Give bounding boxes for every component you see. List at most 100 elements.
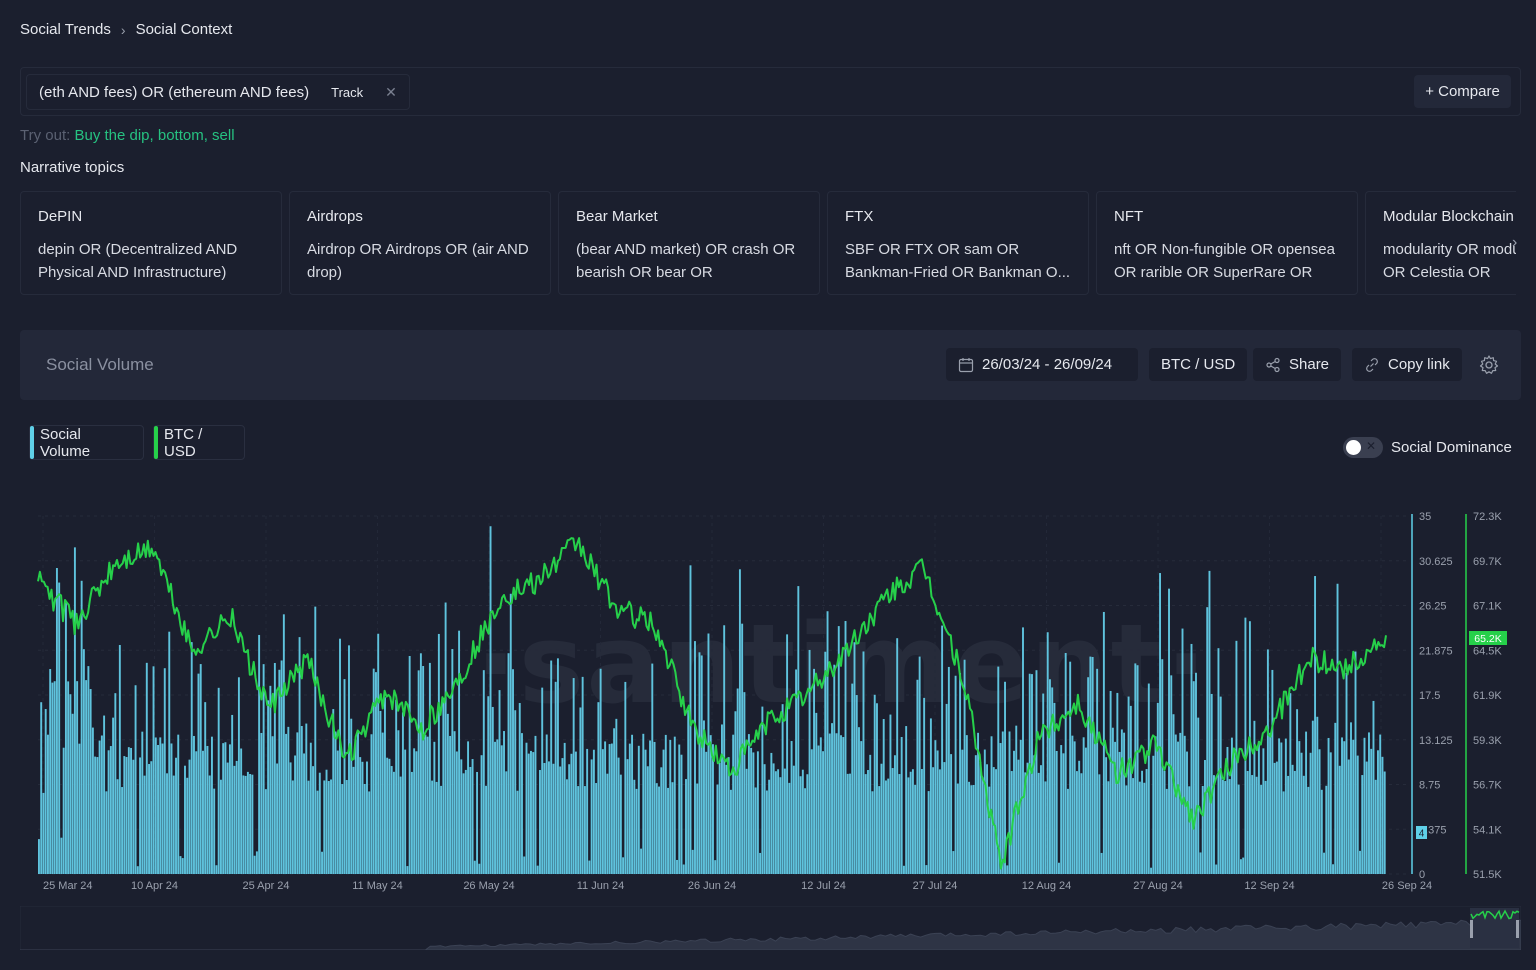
compare-button[interactable]: + Compare xyxy=(1414,75,1511,108)
social-volume-bar xyxy=(390,766,393,874)
social-dominance-label: Social Dominance xyxy=(1391,439,1512,456)
social-volume-bar xyxy=(662,749,665,874)
social-volume-bar xyxy=(399,776,402,874)
social-volume-bar xyxy=(300,726,303,874)
topic-card-bear-market[interactable]: Bear Market (bear AND market) OR crash O… xyxy=(558,191,820,295)
social-volume-bar xyxy=(1156,702,1159,874)
social-volume-bar xyxy=(408,656,411,874)
pair-label: BTC / USD xyxy=(1161,356,1236,373)
social-volume-bar xyxy=(786,634,789,874)
social-volume-bar xyxy=(78,743,81,874)
navigator-right-handle[interactable] xyxy=(1516,920,1519,938)
social-volume-bar xyxy=(1145,769,1148,874)
social-volume-bar xyxy=(806,774,809,874)
social-volume-bar xyxy=(157,744,159,874)
social-volume-bar xyxy=(1228,779,1231,874)
social-volume-bar xyxy=(523,856,526,874)
social-volume-bar xyxy=(38,839,40,874)
share-button[interactable]: Share xyxy=(1253,348,1342,381)
social-volume-bar xyxy=(1354,651,1357,874)
social-volume-bar xyxy=(1233,748,1236,874)
social-volume-bar xyxy=(246,771,249,874)
topic-card-ftx[interactable]: FTX SBF OR FTX OR sam OR Bankman-Fried O… xyxy=(827,191,1089,295)
metric-chip-btc-usd[interactable]: BTC / USD xyxy=(153,425,245,460)
date-range-button[interactable]: 26/03/24 - 26/09/24 xyxy=(946,348,1138,381)
social-volume-bar xyxy=(1033,755,1036,874)
social-volume-bar xyxy=(849,773,851,874)
query-chip[interactable]: (eth AND fees) OR (ethereum AND fees) Tr… xyxy=(26,74,410,110)
topic-card-nft[interactable]: NFT nft OR Non-fungible OR opensea OR ra… xyxy=(1096,191,1358,295)
breadcrumb-social-trends[interactable]: Social Trends xyxy=(20,21,111,38)
navigator-left-handle[interactable] xyxy=(1470,920,1473,938)
social-volume-bar xyxy=(1098,774,1101,874)
social-volume-bar xyxy=(736,688,739,874)
social-volume-bar xyxy=(891,768,894,874)
social-volume-bar xyxy=(132,759,135,874)
social-volume-chart[interactable]: 3530.62526.2521.87517.513.1258.754.3750 … xyxy=(0,500,1536,900)
social-volume-bar xyxy=(496,739,499,874)
social-volume-bar xyxy=(1022,627,1024,874)
social-volume-bar xyxy=(1118,751,1121,874)
social-volume-bar xyxy=(1163,770,1166,874)
social-volume-bar xyxy=(880,763,883,874)
topic-card-modular-blockchain[interactable]: Modular Blockchain modularity OR modular… xyxy=(1365,191,1516,295)
try-out-label: Try out: xyxy=(20,127,71,144)
topic-query: modularity OR modular OR fuel OR Celesti… xyxy=(1383,241,1516,281)
social-volume-bar xyxy=(819,737,822,874)
social-volume-bar xyxy=(539,770,541,874)
copy-link-button[interactable]: Copy link xyxy=(1352,348,1462,381)
social-volume-bar xyxy=(163,668,166,874)
social-volume-bar xyxy=(1210,693,1213,874)
topic-card-airdrops[interactable]: Airdrops Airdrop OR Airdrops OR (air AND… xyxy=(289,191,551,295)
social-volume-bar xyxy=(478,863,481,874)
social-volume-bar xyxy=(938,769,941,874)
track-button[interactable]: Track xyxy=(331,84,364,100)
pair-button[interactable]: BTC / USD xyxy=(1149,348,1248,381)
social-volume-bar xyxy=(431,780,434,874)
social-volume-bar xyxy=(1266,649,1269,874)
social-volume-bar xyxy=(597,702,600,874)
social-volume-bar xyxy=(341,784,344,874)
social-volume-bar xyxy=(260,732,263,874)
search-bar[interactable] xyxy=(20,67,1521,116)
gear-icon[interactable] xyxy=(1478,354,1500,376)
social-volume-bar xyxy=(552,763,555,874)
try-out-suggestion[interactable]: Buy the dip, bottom, sell xyxy=(74,127,235,144)
social-volume-bar xyxy=(911,769,914,874)
social-volume-bar xyxy=(718,762,721,874)
social-volume-bar xyxy=(754,787,757,874)
social-volume-bar xyxy=(366,761,368,874)
left-tick-label: 17.5 xyxy=(1419,690,1440,702)
social-volume-bar xyxy=(831,723,833,874)
social-volume-bar xyxy=(1289,693,1292,874)
right-axis-ticks: 72.3K 69.7K 67.1K 64.5K 61.9K 59.3K 56.7K 54.1K… xyxy=(1473,511,1502,881)
chart-navigator[interactable] xyxy=(20,906,1521,950)
social-volume-bar xyxy=(768,779,771,874)
social-volume-bar xyxy=(1064,653,1067,874)
close-icon[interactable]: ✕ xyxy=(385,83,397,100)
metric-chip-social-volume[interactable]: Social Volume xyxy=(29,425,144,460)
social-volume-bar xyxy=(788,782,791,874)
topic-card-depin[interactable]: DePIN depin OR (Decentralized AND Physic… xyxy=(20,191,282,295)
social-volume-bar xyxy=(435,781,438,874)
social-volume-bar xyxy=(565,779,568,874)
x-axis-ticks: 25 Mar 24 10 Apr 24 25 Apr 24 11 May 24 26 M… xyxy=(43,880,1432,892)
social-volume-bar xyxy=(1150,867,1153,874)
social-volume-bar xyxy=(339,638,341,874)
social-volume-bar xyxy=(893,755,896,874)
social-volume-bar xyxy=(745,768,748,874)
social-volume-bar xyxy=(318,772,321,874)
social-volume-bar xyxy=(489,526,492,874)
chevron-right-icon[interactable]: › xyxy=(1512,234,1518,251)
topic-title: FTX xyxy=(845,208,874,225)
social-volume-bar xyxy=(199,664,202,874)
social-volume-bars xyxy=(38,526,1386,874)
social-volume-bar xyxy=(712,744,714,874)
social-volume-bar xyxy=(626,759,629,874)
social-volume-bar xyxy=(1004,681,1006,874)
topic-title: Airdrops xyxy=(307,208,363,225)
social-volume-bar xyxy=(67,681,70,874)
social-volume-bar xyxy=(983,749,986,874)
social-dominance-toggle[interactable]: ✕ xyxy=(1343,437,1383,458)
social-volume-bar xyxy=(884,780,887,874)
